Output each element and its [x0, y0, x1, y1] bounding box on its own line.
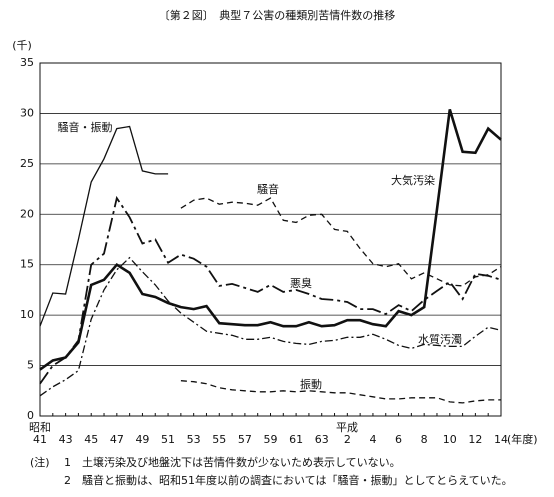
chart-title: 〔第２図〕 典型７公害の種類別苦情件数の推移: [159, 8, 396, 22]
x-tick-label: 53: [187, 433, 201, 446]
note: 1 土壌汚染及び地盤沈下は苦情件数が少ないため表示していない。: [64, 455, 401, 469]
y-tick-label: 25: [20, 157, 34, 170]
x-tick-label: 49: [135, 433, 149, 446]
series-label: 大気汚染: [391, 173, 435, 187]
series-line: [39, 125, 169, 327]
x-tick-label: 55: [212, 433, 226, 446]
x-tick-label: 45: [84, 433, 98, 446]
note: 2 騒音と振動は、昭和51年度以前の調査においては「騒音・振動」としてとらえてい…: [64, 473, 513, 487]
y-tick-label: 15: [20, 258, 34, 271]
y-tick-label: 10: [20, 308, 34, 321]
series-label: 騒音: [257, 182, 279, 196]
series-label: 騒音・振動: [58, 120, 113, 134]
x-tick-label: 41: [33, 433, 47, 446]
y-unit: (千): [12, 39, 32, 52]
x-tick-label: 57: [238, 433, 252, 446]
x-tick-label: 43: [59, 433, 73, 446]
y-tick-label: 20: [20, 207, 34, 220]
series-line: [180, 380, 501, 404]
x-tick-label: 2: [344, 433, 351, 446]
y-tick-label: 5: [27, 359, 34, 372]
series-label: 水質汚濁: [418, 332, 462, 346]
x-tick-label: 63: [315, 433, 329, 446]
x-tick-label: 4: [369, 433, 376, 446]
era-label: 平成: [336, 421, 358, 434]
x-tick-label: 14: [494, 433, 508, 446]
series-line: [180, 197, 502, 287]
x-tick-label: 6: [395, 433, 402, 446]
series-label: 振動: [300, 377, 322, 391]
notes-label: (注): [30, 455, 50, 469]
y-tick-label: 30: [20, 106, 34, 119]
y-tick-label: 0: [27, 409, 34, 422]
y-tick-label: 35: [20, 56, 34, 69]
x-tick-label: 47: [110, 433, 124, 446]
era-label: 昭和: [29, 421, 51, 434]
x-tick-label: 12: [468, 433, 482, 446]
x-tick-label: 10: [443, 433, 457, 446]
series-label: 悪臭: [290, 276, 312, 290]
x-tick-label: 8: [421, 433, 428, 446]
series-line: [39, 109, 502, 371]
series-line: [39, 195, 502, 385]
series-line: [39, 256, 502, 397]
x-tick-label: 59: [264, 433, 278, 446]
x-tick-label: 61: [289, 433, 303, 446]
x-unit: (年度): [507, 432, 538, 446]
x-tick-label: 51: [161, 433, 175, 446]
